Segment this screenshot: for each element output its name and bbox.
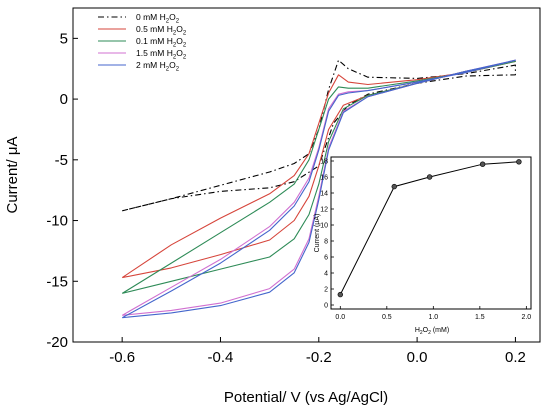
main-y-tick-label: 5 (60, 30, 68, 47)
inset-plot: 0.0 0.5 1.0 1.5 2.0 0 2 4 6 8 10 12 14 16 18 H2O2 (mM… (314, 156, 532, 336)
main-series-line-4 (121, 59, 516, 319)
main-y-axis-title: Current/ μA (4, 137, 21, 214)
inset-data-point (391, 183, 397, 190)
inset-x-tick-label: 0.5 (382, 314, 392, 321)
inset-y-tick-label: 4 (324, 271, 328, 278)
main-y-tick-label: -5 (55, 152, 68, 169)
legend-label-1: 0.5 mM H2O2 (136, 24, 187, 37)
inset-y-tick-label: 0 (324, 303, 328, 310)
main-x-tick-label: -0.6 (109, 349, 135, 366)
inset-data-point (337, 291, 344, 298)
inset-x-axis-title: H2O2 (mM) (415, 327, 449, 336)
main-x-tick-label: -0.4 (208, 349, 234, 366)
inset-y-tick-label: 10 (320, 223, 328, 230)
inset-y-axis-title: Current (μA) (314, 214, 321, 253)
legend-label-3: 1.5 mM H2O2 (136, 48, 187, 61)
inset-x-tick-label: 0.0 (335, 314, 345, 321)
main-series-line-0 (122, 59, 516, 212)
main-x-tick-label: 0.0 (407, 349, 428, 366)
main-y-tick-label: -15 (46, 273, 68, 290)
inset-x-tick-label: 2.0 (521, 314, 531, 321)
inset-y-tick-label: 18 (320, 159, 328, 166)
legend-label-0: 0 mM H2O2 (136, 12, 180, 25)
main-series-group (121, 59, 516, 319)
inset-y-tick-label: 12 (320, 207, 328, 214)
main-series-line-2 (121, 60, 516, 294)
main-x-tick-label: -0.2 (306, 349, 332, 366)
inset-y-tick-label: 16 (320, 175, 328, 182)
inset-x-ticks: 0.0 0.5 1.0 1.5 2.0 (335, 306, 531, 321)
inset-y-tick-label: 14 (320, 191, 328, 198)
inset-x-tick-label: 1.0 (428, 314, 438, 321)
main-y-ticks: -20 -15 -10 -5 0 5 (46, 30, 78, 351)
inset-plot-frame (330, 156, 532, 310)
main-y-tick-label: -10 (46, 213, 68, 230)
inset-data-point (516, 159, 522, 165)
legend-label-2: 0.1 mM H2O2 (136, 36, 187, 49)
inset-y-tick-label: 8 (324, 239, 328, 246)
inset-y-ticks: 0 2 4 6 8 10 12 14 16 18 (320, 159, 334, 310)
inset-data-point (479, 161, 486, 167)
main-y-tick-label: -20 (46, 334, 68, 351)
inset-y-tick-label: 6 (324, 255, 328, 262)
main-y-tick-label: 0 (60, 91, 68, 108)
inset-y-tick-label: 2 (324, 287, 328, 294)
main-x-ticks: -0.6 -0.4 -0.2 0.0 0.2 (109, 337, 526, 366)
inset-data-point (426, 174, 433, 180)
main-x-axis-title: Potential/ V (vs Ag/AgCl) (224, 389, 388, 406)
legend-label-4: 2 mM H2O2 (136, 60, 180, 73)
inset-x-tick-label: 1.5 (475, 314, 485, 321)
inset-series-group (337, 159, 522, 298)
main-x-tick-label: 0.2 (505, 349, 526, 366)
